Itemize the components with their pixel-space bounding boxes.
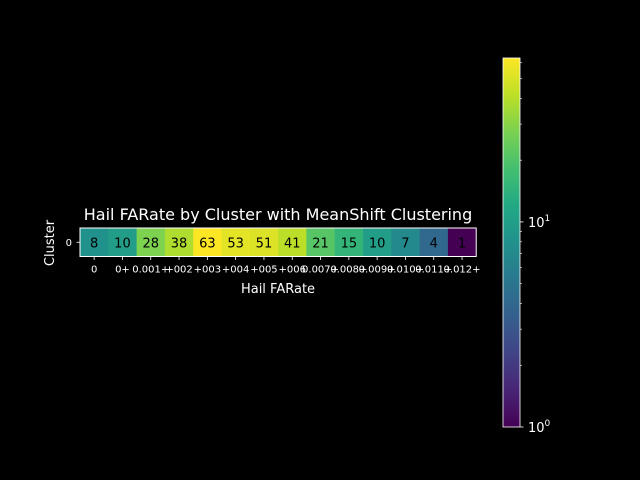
- x-tick-label: 0.010+: [387, 265, 424, 276]
- y-axis-label: Cluster: [43, 219, 58, 266]
- x-axis-ticks: 0 0+ 0.001++002 +003 +004 +005 +0060.007+0.008…: [91, 256, 481, 276]
- x-tick-label: 0+: [115, 265, 130, 276]
- cell-value-label: 10: [114, 236, 131, 251]
- cell-value-label: 8: [90, 236, 98, 251]
- y-tick-label: 0: [66, 238, 72, 249]
- heatmap-cells: 8 10 28 38 63 53 51 41 21 15 10 7 4 1: [79, 227, 477, 257]
- x-tick-label: +004: [222, 265, 249, 276]
- cell-value-label: 10: [369, 236, 386, 251]
- cell-value-label: 41: [284, 236, 301, 251]
- x-tick-label: +003: [194, 265, 221, 276]
- x-tick-label: +005: [250, 265, 277, 276]
- x-tick-label: 0.009+: [359, 265, 396, 276]
- colorbar: 100 101: [502, 57, 551, 436]
- cell-value-label: 1: [458, 236, 466, 251]
- x-axis-label: Hail FARate: [241, 282, 315, 297]
- cell-value-label: 38: [171, 236, 188, 251]
- cell-value-label: 51: [256, 236, 273, 251]
- x-tick-label: 0: [91, 265, 97, 276]
- cell-value-label: 53: [227, 236, 244, 251]
- x-tick-label: 0.001+: [132, 265, 169, 276]
- cell-value-label: 7: [401, 236, 409, 251]
- cell-value-label: 28: [142, 236, 159, 251]
- heatmap-cell: [306, 228, 336, 257]
- x-tick-label: +002: [165, 265, 192, 276]
- x-tick-label: 0.012+: [444, 265, 481, 276]
- heatmap-cell: [249, 228, 279, 257]
- heatmap-cell: [391, 228, 420, 257]
- cell-value-label: 15: [341, 236, 358, 251]
- heatmap-cell: [363, 228, 392, 257]
- heatmap-cell: [334, 228, 364, 257]
- x-tick-label: 0.007+: [302, 265, 339, 276]
- heatmap-cell: [278, 228, 307, 257]
- heatmap-cell: [136, 228, 166, 257]
- colorbar-tick-label: 101: [528, 214, 550, 231]
- cell-value-label: 63: [199, 236, 216, 251]
- heatmap-cell: [108, 228, 137, 257]
- heatmap-cell: [193, 228, 222, 257]
- x-tick-label: +006: [279, 265, 306, 276]
- cell-value-label: 21: [312, 236, 329, 251]
- heatmap-cell: [164, 228, 194, 257]
- cell-value-label: 4: [430, 236, 438, 251]
- y-axis-ticks: 0: [66, 238, 80, 249]
- heatmap-cell: [419, 228, 449, 257]
- chart-title: Hail FARate by Cluster with MeanShift Cl…: [84, 205, 472, 224]
- colorbar-tick-label: 100: [528, 419, 551, 436]
- x-tick-label: 0.008+: [330, 265, 367, 276]
- heatmap-cell: [447, 228, 477, 257]
- x-tick-label: 0.011+: [415, 265, 452, 276]
- heatmap-cell: [221, 228, 251, 257]
- heatmap-cell: [80, 228, 109, 257]
- colorbar-gradient: [502, 57, 521, 428]
